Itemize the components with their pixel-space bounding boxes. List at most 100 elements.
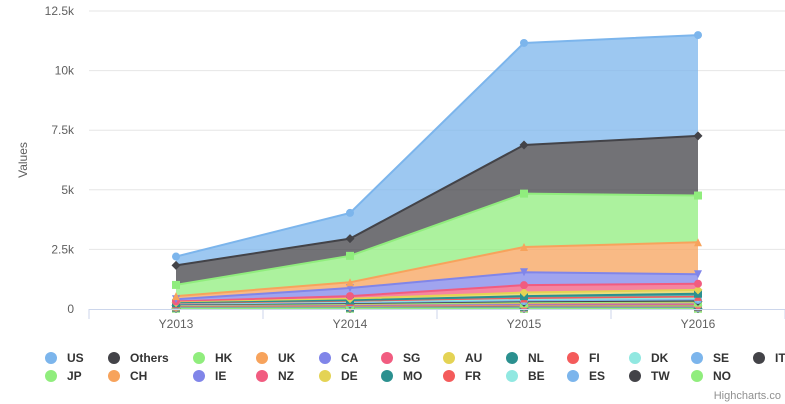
legend-item-mo[interactable]: MO [381,369,422,383]
legend-label: NL [528,351,544,365]
legend-item-dk[interactable]: DK [629,351,669,365]
legend-item-ca[interactable]: CA [319,351,359,365]
data-point-us[interactable] [346,208,354,217]
legend-item-us[interactable]: US [45,351,84,365]
legend-label: UK [278,351,296,365]
legend-item-others[interactable]: Others [108,351,169,365]
y-tick-label: 5k [61,183,75,197]
x-tick-label: Y2014 [333,317,368,331]
data-point-au[interactable] [693,285,703,295]
series-area-us[interactable] [176,35,698,266]
legend-item-ch[interactable]: CH [108,369,147,383]
series-markers [171,31,703,314]
legend-symbol [506,352,518,364]
data-point-au[interactable] [519,288,529,298]
data-point-others[interactable] [171,260,181,270]
data-point-uk[interactable] [346,278,354,287]
series-area-hk[interactable] [176,193,698,297]
legend-symbol [256,352,268,364]
legend-label: TW [651,369,670,383]
legend-label: Others [130,351,169,365]
legend-item-jp[interactable]: JP [45,369,82,383]
x-tick-label: Y2015 [507,317,542,331]
legend-symbol [443,352,455,364]
x-axis: Y2013 Y2014 Y2015 Y2016 [88,309,785,331]
y-tick-label: 2.5k [51,242,75,256]
series-area-others[interactable] [176,135,698,285]
x-tick-label: Y2016 [681,317,716,331]
legend-label: CA [341,351,359,365]
series-line-ca [175,271,699,301]
series-line-sg [175,282,699,303]
data-point-sg[interactable] [346,292,354,301]
legend-label: JP [67,369,82,383]
legend-symbol [45,352,57,364]
legend-item-ie[interactable]: IE [193,369,226,383]
data-point-others[interactable] [693,131,703,141]
x-tick-label: Y2013 [159,317,194,331]
series-line-us [175,34,699,258]
data-point-ca[interactable] [694,270,702,279]
data-point-hk[interactable] [520,189,528,198]
data-point-uk[interactable] [172,292,180,301]
legend-item-hk[interactable]: HK [193,351,233,365]
legend-label: IT [775,351,785,365]
legend-label: IE [215,369,226,383]
legend-item-fr[interactable]: FR [443,369,481,383]
legend-symbol [567,370,579,382]
legend-label: US [67,351,84,365]
legend-label: DE [341,369,358,383]
legend-item-fi[interactable]: FI [567,351,600,365]
data-point-uk[interactable] [694,238,702,247]
data-point-ca[interactable] [520,268,528,277]
series-area-uk[interactable] [176,242,698,300]
legend-label: AU [465,351,482,365]
legend-label: HK [215,351,233,365]
legend-item-au[interactable]: AU [443,351,482,365]
legend-item-it[interactable]: IT [753,351,785,365]
legend-symbol [753,352,765,364]
legend-item-de[interactable]: DE [319,369,358,383]
data-point-us[interactable] [694,31,702,40]
data-point-us[interactable] [520,38,528,47]
credits-link[interactable]: Highcharts.co [714,390,781,402]
legend-symbol [381,352,393,364]
legend-label: DK [651,351,669,365]
data-point-sg[interactable] [520,281,528,290]
legend-item-no[interactable]: NO [691,369,731,383]
data-point-hk[interactable] [172,280,180,289]
y-axis-title: Values [16,142,30,178]
legend-label: FI [589,351,600,365]
legend-label: SE [713,351,729,365]
legend-symbol [45,370,57,382]
data-point-us[interactable] [172,252,180,261]
legend-label: FR [465,369,481,383]
y-tick-label: 7.5k [51,123,75,137]
legend-item-sg[interactable]: SG [381,351,420,365]
legend-symbol [629,370,641,382]
legend-item-uk[interactable]: UK [256,351,296,365]
legend-symbol [506,370,518,382]
data-point-hk[interactable] [346,251,354,260]
data-point-uk[interactable] [520,243,528,252]
legend-symbol [319,370,331,382]
y-axis: 0 2.5k 5k 7.5k 10k 12.5k [45,4,75,316]
legend-item-nl[interactable]: NL [506,351,544,365]
data-point-others[interactable] [519,140,529,150]
legend-item-es[interactable]: ES [567,369,605,383]
legend-item-be[interactable]: BE [506,369,545,383]
series-line-hk [175,192,699,286]
legend-label: NO [713,369,731,383]
series-area-ca[interactable] [176,272,698,302]
series-line-uk [175,241,699,298]
legend-item-nz[interactable]: NZ [256,369,294,383]
series-line-others [175,134,699,267]
data-point-hk[interactable] [694,191,702,200]
legend-symbol [691,352,703,364]
data-point-others[interactable] [345,234,355,244]
legend-item-se[interactable]: SE [691,351,729,365]
y-tick-label: 0 [67,302,74,316]
legend-item-tw[interactable]: TW [629,369,670,383]
data-point-sg[interactable] [694,279,702,288]
legend-label: MO [403,369,422,383]
